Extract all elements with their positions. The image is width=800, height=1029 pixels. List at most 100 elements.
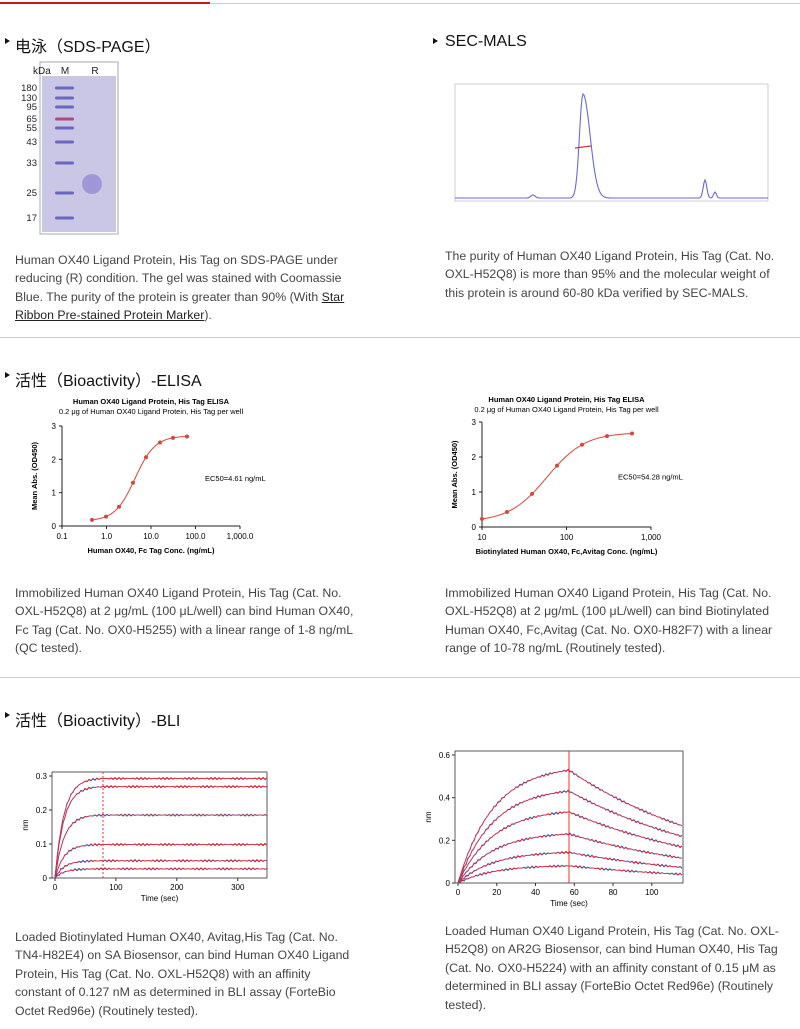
marker-band xyxy=(55,191,74,195)
sec-mals-image xyxy=(454,83,769,202)
marker-label: 33 xyxy=(26,158,37,169)
fit-curve xyxy=(54,814,267,879)
section-title: SEC-MALS xyxy=(445,33,527,50)
y-tick-label: 0.2 xyxy=(36,806,48,815)
lane-label: R xyxy=(91,66,98,77)
bullet xyxy=(433,38,438,44)
y-tick-label: 2 xyxy=(52,455,57,464)
x-tick-label: 0 xyxy=(53,883,58,892)
data-point xyxy=(171,435,175,440)
x-tick-label: 10.0 xyxy=(143,532,159,541)
x-tick-label: 20 xyxy=(492,888,501,897)
elisa-chart: Human OX40 Ligand Protein, His Tag ELISA… xyxy=(450,395,683,556)
x-axis-label: Biotinylated Human OX40, Fc,Avitag Conc.… xyxy=(476,547,658,556)
y-tick-label: 3 xyxy=(472,418,477,427)
marker-label: 17 xyxy=(26,213,37,224)
fit-curve xyxy=(457,790,683,884)
y-tick-label: 0 xyxy=(43,874,48,883)
gel-unit: kDa xyxy=(33,66,51,77)
fit-curve xyxy=(457,769,683,884)
marker-band xyxy=(55,140,74,144)
x-tick-label: 100 xyxy=(560,533,574,542)
y-axis-label: Mean Abs. (OD450) xyxy=(30,441,39,510)
x-tick-label: 0 xyxy=(456,888,461,897)
data-point xyxy=(90,517,94,522)
section-rule xyxy=(0,677,800,678)
caption: Immobilized Human OX40 Ligand Protein, H… xyxy=(15,586,354,656)
fit-curve xyxy=(54,778,267,879)
data-point xyxy=(158,440,162,445)
data-point xyxy=(555,463,559,468)
bullet xyxy=(5,712,10,718)
top-rule xyxy=(0,3,800,4)
data-point xyxy=(480,516,484,521)
sensorgram xyxy=(54,776,268,879)
plot-frame xyxy=(51,771,268,879)
marker-label: 65 xyxy=(26,114,37,125)
sensorgram xyxy=(457,850,683,884)
sensorgram xyxy=(54,784,268,878)
x-tick-label: 80 xyxy=(609,888,618,897)
x-tick-label: 0.1 xyxy=(56,532,68,541)
x-axis-label: Human OX40, Fc Tag Conc. (ng/mL) xyxy=(88,546,215,555)
chart-subtitle: 0.2 μg of Human OX40 Ligand Protein, His… xyxy=(59,407,244,416)
section-title: 活性（Bioactivity）-ELISA xyxy=(15,373,202,390)
y-tick-label: 0 xyxy=(52,522,57,531)
plot-frame xyxy=(454,83,769,202)
data-point xyxy=(530,491,534,496)
x-tick-label: 300 xyxy=(231,883,245,892)
x-tick-label: 60 xyxy=(570,888,579,897)
marker-label: 25 xyxy=(26,188,37,199)
sample-band xyxy=(82,174,102,194)
marker-band xyxy=(55,105,74,109)
y-tick-label: 2 xyxy=(472,453,477,462)
x-axis-label: Time (sec) xyxy=(550,899,588,908)
fit-curve xyxy=(457,865,683,884)
y-axis-label: Mean Abs. (OD450) xyxy=(450,440,459,509)
marker-label: 55 xyxy=(26,123,37,134)
accent-bar xyxy=(0,2,210,4)
data-point xyxy=(580,442,584,447)
chart-title: Human OX40 Ligand Protein, His Tag ELISA xyxy=(73,397,230,406)
y-tick-label: 1 xyxy=(52,489,57,498)
y-tick-label: 0.4 xyxy=(439,794,451,803)
x-tick-label: 100 xyxy=(109,883,123,892)
lane-label: M xyxy=(61,66,69,77)
caption-text: Human OX40 Ligand Protein, His Tag on SD… xyxy=(15,253,342,304)
gel-body xyxy=(42,76,116,232)
annotation: EC50=4.61 ng/mL xyxy=(205,474,266,483)
fit-curve xyxy=(457,852,683,884)
marker-band xyxy=(55,86,74,90)
fit-curve xyxy=(54,844,267,879)
y-tick-label: 0 xyxy=(446,879,451,888)
section-title: 电泳（SDS-PAGE） xyxy=(15,39,161,56)
marker-label: 130 xyxy=(21,93,37,104)
data-point xyxy=(185,434,189,439)
x-tick-label: 1,000.0 xyxy=(227,532,254,541)
x-tick-label: 10 xyxy=(478,533,487,542)
caption: Immobilized Human OX40 Ligand Protein, H… xyxy=(445,586,773,656)
data-point xyxy=(505,510,509,515)
x-tick-label: 40 xyxy=(531,888,540,897)
caption-text: ). xyxy=(204,308,212,323)
fit-curve xyxy=(481,433,633,520)
x-tick-label: 1,000 xyxy=(641,533,662,542)
bli-chart: 0 0.2 0.4 0.6 0 20 40 60 80 100 nm Time (sec) xyxy=(425,750,684,908)
uv-trace xyxy=(455,92,768,199)
y-tick-label: 3 xyxy=(52,422,57,431)
sensorgram xyxy=(54,867,268,880)
fit-curve xyxy=(457,811,683,884)
fit-curve xyxy=(457,833,683,884)
chart-title: Human OX40 Ligand Protein, His Tag ELISA xyxy=(488,395,645,404)
caption: Human OX40 Ligand Protein, His Tag on SD… xyxy=(15,251,350,325)
y-tick-label: 0 xyxy=(472,523,477,532)
marker-band xyxy=(55,126,74,130)
y-tick-label: 0.1 xyxy=(36,840,48,849)
y-tick-label: 1 xyxy=(472,488,477,497)
marker-link[interactable]: Star Ribbon Pre-stained Protein Marker xyxy=(15,289,345,323)
elisa-chart: Human OX40 Ligand Protein, His Tag ELISA… xyxy=(30,397,266,555)
y-tick-label: 0.3 xyxy=(36,772,48,781)
x-tick-label: 100.0 xyxy=(185,532,206,541)
data-point xyxy=(117,504,121,509)
